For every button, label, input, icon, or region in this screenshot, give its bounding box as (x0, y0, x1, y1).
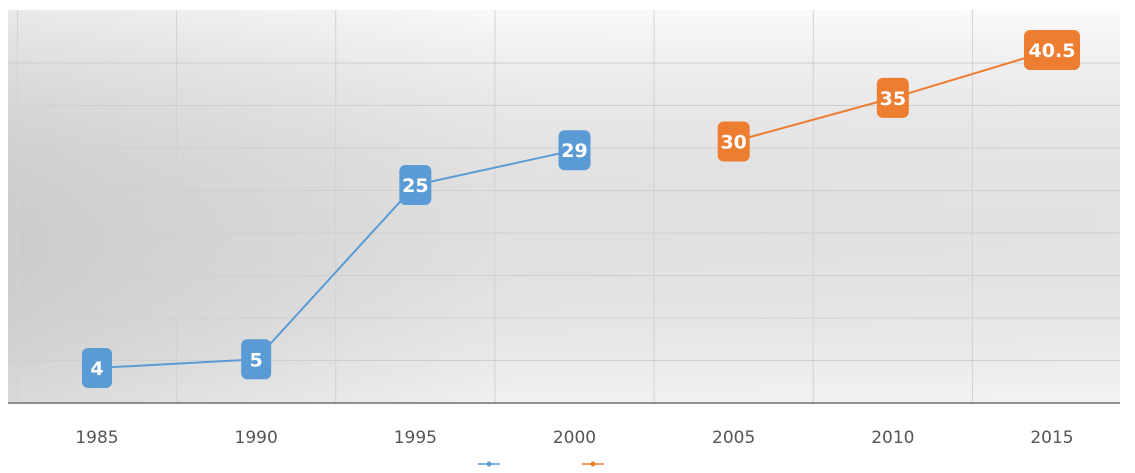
x-tick-label: 2010 (871, 428, 914, 448)
series-line-1 (96, 149, 575, 369)
data-point-2010: 35 (876, 77, 909, 118)
x-axis-tick-labels: 1985 1990 1995 2000 2005 2010 2015 (75, 428, 1073, 448)
grid-lines (8, 10, 1120, 403)
x-tick-label: 2005 (712, 428, 755, 448)
x-tick-label: 2000 (553, 428, 596, 448)
data-label: 29 (561, 140, 587, 162)
data-label-markers: 4 5 25 29 30 35 40.5 (82, 30, 1080, 388)
data-point-1985: 4 (82, 348, 112, 388)
data-label-box (558, 130, 591, 171)
data-label-box (399, 165, 432, 206)
data-label-box (717, 121, 750, 162)
data-label: 30 (720, 131, 746, 153)
data-point-2005: 30 (717, 121, 750, 162)
data-label-box (876, 77, 909, 118)
legend-entry-1 (478, 461, 500, 467)
plot-area-shading (8, 10, 1120, 403)
x-tick-label: 1985 (75, 428, 118, 448)
data-label-box (241, 339, 272, 380)
legend-swatch-marker (590, 461, 596, 467)
x-tick-label: 1990 (235, 428, 278, 448)
x-tick-label: 2015 (1030, 428, 1073, 448)
data-point-1990: 5 (241, 339, 272, 380)
data-point-2000: 29 (558, 130, 591, 171)
data-label: 40.5 (1029, 40, 1076, 62)
x-tick-label: 1995 (394, 428, 437, 448)
data-label: 4 (90, 358, 103, 380)
legend-entry-2 (582, 461, 604, 467)
data-label: 35 (880, 88, 906, 110)
data-label-box (82, 348, 112, 388)
legend-swatch-marker (486, 461, 492, 467)
data-point-1995: 25 (399, 165, 432, 206)
legend (478, 461, 604, 467)
data-label: 5 (250, 349, 263, 371)
data-point-2015: 40.5 (1024, 30, 1080, 70)
data-label-box (1024, 30, 1080, 70)
data-label: 25 (402, 175, 428, 197)
